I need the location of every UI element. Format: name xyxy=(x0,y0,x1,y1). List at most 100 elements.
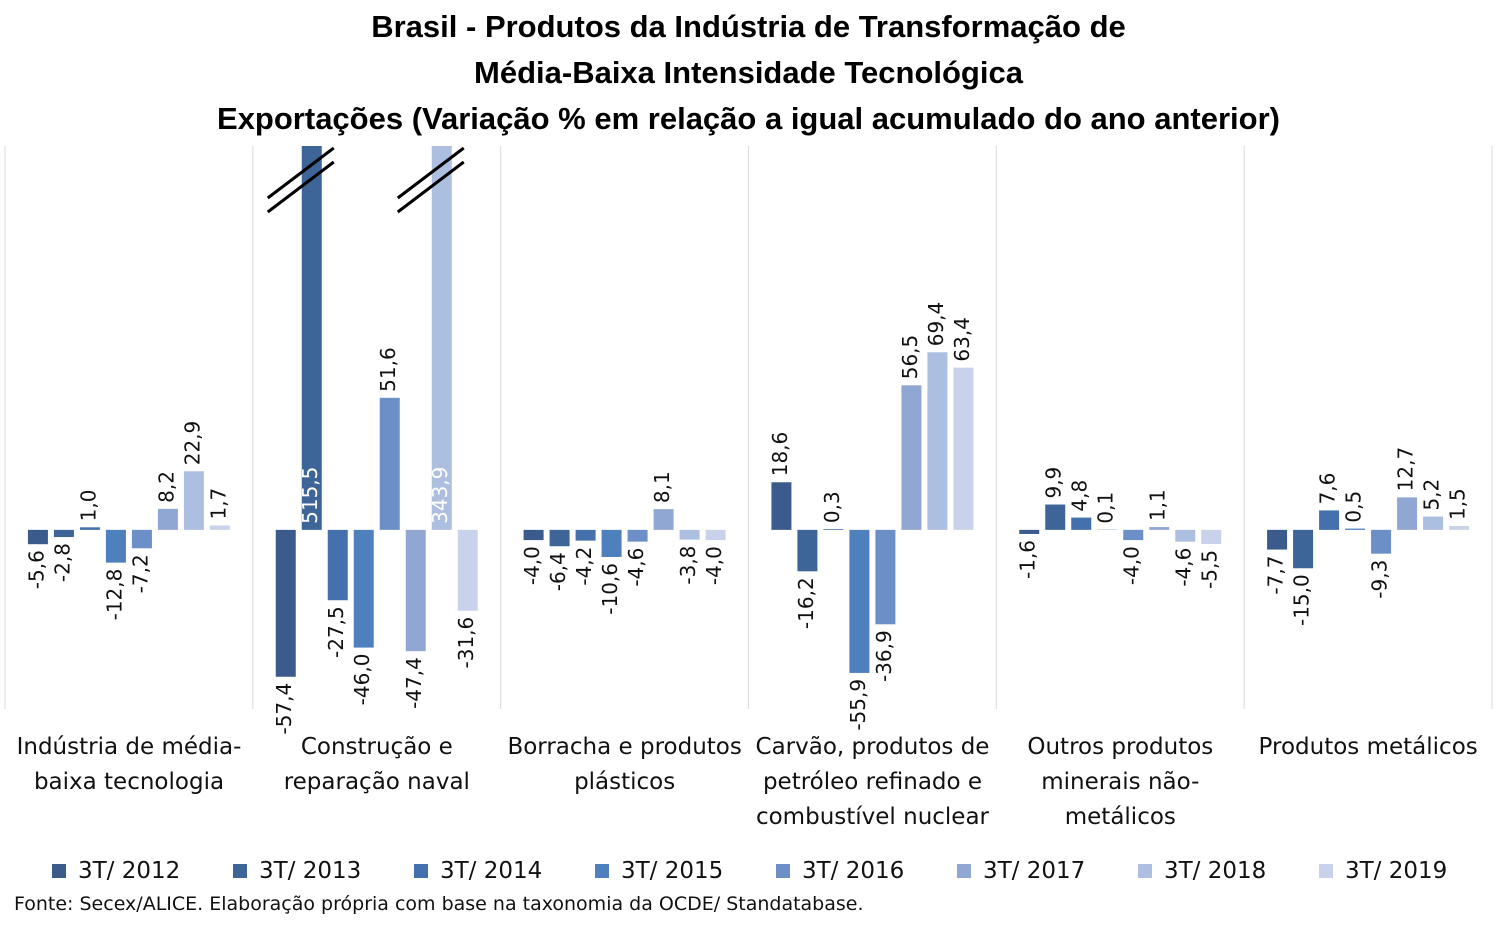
legend-swatch xyxy=(52,864,66,878)
x-tick-label: Borracha e produtos plásticos xyxy=(507,734,742,795)
bar xyxy=(1071,517,1092,530)
bar xyxy=(27,529,48,545)
legend-item: 3T/ 2015 xyxy=(595,858,723,884)
bar xyxy=(275,529,296,677)
legend-swatch xyxy=(1138,864,1152,878)
legend-label: 3T/ 2019 xyxy=(1345,858,1448,884)
bar xyxy=(953,367,974,530)
legend-label: 3T/ 2018 xyxy=(1164,858,1267,884)
bar xyxy=(705,529,726,541)
value-label: 18,6 xyxy=(768,432,792,477)
bar xyxy=(653,509,674,530)
axis-break xyxy=(396,160,465,214)
value-label: -16,2 xyxy=(794,577,818,629)
legend-label: 3T/ 2013 xyxy=(259,858,362,884)
x-tick-label: Indústria de média-baixa tecnologia xyxy=(16,734,242,795)
title-line: Exportações (Variação % em relação a igu… xyxy=(217,101,1280,136)
x-tick-label: Carvão, produtos de petróleo refinado e … xyxy=(755,734,990,830)
legend-label: 3T/ 2015 xyxy=(621,858,724,884)
bar xyxy=(379,397,400,530)
bar xyxy=(405,529,426,652)
bar xyxy=(627,529,648,542)
bar xyxy=(901,385,922,530)
value-label: 1,7 xyxy=(206,488,230,520)
value-label: -5,6 xyxy=(24,550,48,589)
value-label: -10,6 xyxy=(598,563,622,615)
value-label: -7,7 xyxy=(1264,556,1288,595)
value-label: 69,4 xyxy=(924,302,948,347)
value-label: 12,7 xyxy=(1394,447,1418,492)
value-label: -4,0 xyxy=(702,546,726,585)
legend-swatch xyxy=(1319,864,1333,878)
bar xyxy=(1045,504,1066,530)
value-label: -6,4 xyxy=(546,552,570,591)
legend-item: 3T/ 2019 xyxy=(1319,858,1447,884)
bar xyxy=(875,529,896,625)
bar xyxy=(1123,529,1144,541)
x-tick-label: Outros produtos minerais não-metálicos xyxy=(1027,734,1214,830)
bar xyxy=(1019,529,1040,534)
legend-item: 3T/ 2012 xyxy=(52,858,180,884)
legend-item: 3T/ 2017 xyxy=(957,858,1085,884)
title-line: Média-Baixa Intensidade Tecnológica xyxy=(474,55,1023,90)
bar xyxy=(1201,529,1222,544)
value-label: -57,4 xyxy=(272,683,296,735)
bar xyxy=(1149,527,1170,530)
chart-title: Brasil - Produtos da Indústria de Transf… xyxy=(0,4,1497,142)
bar xyxy=(575,529,596,541)
bar xyxy=(1319,510,1340,530)
value-label: -15,0 xyxy=(1290,574,1314,626)
value-label: 9,9 xyxy=(1042,467,1066,499)
bar xyxy=(105,529,126,563)
value-label: 515,5 xyxy=(298,467,322,524)
value-label: 22,9 xyxy=(180,421,204,466)
value-label: 56,5 xyxy=(898,335,922,380)
title-line: Brasil - Produtos da Indústria de Transf… xyxy=(371,9,1126,44)
bar xyxy=(1175,529,1196,542)
bar xyxy=(183,471,204,530)
bar xyxy=(679,529,700,540)
value-label: 5,2 xyxy=(1420,479,1444,511)
legend-item: 3T/ 2016 xyxy=(776,858,904,884)
value-label: -36,9 xyxy=(872,630,896,682)
legend-swatch xyxy=(957,864,971,878)
value-label: 63,4 xyxy=(950,317,974,362)
value-label: -12,8 xyxy=(102,569,126,621)
bar xyxy=(1449,526,1470,530)
value-label: 7,6 xyxy=(1316,473,1340,505)
bar xyxy=(327,529,348,601)
source-note: Fonte: Secex/ALICE. Elaboração própria c… xyxy=(14,893,864,915)
bar xyxy=(1267,529,1288,550)
value-label: -2,8 xyxy=(50,543,74,582)
legend-swatch xyxy=(595,864,609,878)
value-label: -4,6 xyxy=(624,548,648,587)
value-label: -55,9 xyxy=(846,679,870,731)
value-label: -27,5 xyxy=(324,606,348,658)
x-tick-label: Produtos metálicos xyxy=(1258,734,1478,760)
legend-label: 3T/ 2012 xyxy=(78,858,181,884)
value-label: -46,0 xyxy=(350,654,374,706)
bar xyxy=(431,146,452,530)
bar xyxy=(927,352,948,530)
value-label: -7,2 xyxy=(128,554,152,593)
legend-item: 3T/ 2018 xyxy=(1138,858,1266,884)
bar xyxy=(157,508,178,530)
bar xyxy=(209,525,230,530)
value-label: -4,0 xyxy=(520,546,544,585)
x-tick-label: Construção e reparação naval xyxy=(283,734,470,795)
axis-break xyxy=(266,146,335,200)
bar xyxy=(549,529,570,547)
value-label: 0,5 xyxy=(1342,491,1366,523)
value-label: -4,2 xyxy=(572,547,596,586)
value-label: -4,6 xyxy=(1172,548,1196,587)
legend-label: 3T/ 2016 xyxy=(802,858,905,884)
legend-label: 3T/ 2017 xyxy=(983,858,1086,884)
legend-swatch xyxy=(233,864,247,878)
legend-item: 3T/ 2013 xyxy=(233,858,361,884)
bar xyxy=(301,146,322,530)
bar xyxy=(823,529,844,530)
value-label: 4,8 xyxy=(1068,480,1092,512)
value-label: -4,0 xyxy=(1120,546,1144,585)
